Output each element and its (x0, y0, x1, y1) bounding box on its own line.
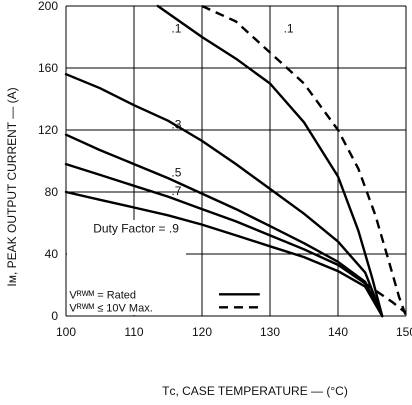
y-tick-label: 0 (51, 309, 58, 323)
y-tick-label: 80 (45, 185, 59, 199)
x-axis-label: Tᴄ, CASE TEMPERATURE — (°C) (162, 384, 348, 398)
legend-label: Vᴿᵂᴹ = Rated (69, 289, 136, 301)
series-line (64, 133, 384, 318)
series-line (350, 273, 407, 314)
curve-label: .3 (171, 117, 181, 131)
series-line (64, 162, 384, 318)
legend-panel (67, 219, 186, 315)
y-axis-label: Iᴍ, PEAK OUTPUT CURRENT — (A) (5, 87, 19, 287)
y-tick-label: 160 (38, 61, 58, 75)
x-tick-label: 130 (260, 325, 280, 339)
x-tick-label: 150 (396, 325, 412, 339)
x-tick-label: 100 (56, 325, 76, 339)
curve-label: Duty Factor = .9 (93, 221, 179, 235)
curve-label: .1 (171, 21, 181, 35)
curve-label: .5 (171, 166, 181, 180)
x-tick-label: 140 (328, 325, 348, 339)
y-tick-label: 120 (38, 123, 58, 137)
curve-label: .1 (284, 21, 294, 35)
series-line (156, 4, 384, 318)
y-tick-label: 200 (38, 0, 58, 13)
y-tick-label: 40 (45, 247, 59, 261)
series-line (64, 190, 384, 318)
x-tick-label: 110 (124, 325, 143, 339)
series-line (64, 72, 384, 318)
legend-label: Vᴿᵂᴹ ≤ 10V Max. (69, 302, 152, 314)
curve-label: .7 (171, 184, 181, 198)
series-line (201, 4, 408, 317)
x-tick-label: 120 (192, 325, 212, 339)
